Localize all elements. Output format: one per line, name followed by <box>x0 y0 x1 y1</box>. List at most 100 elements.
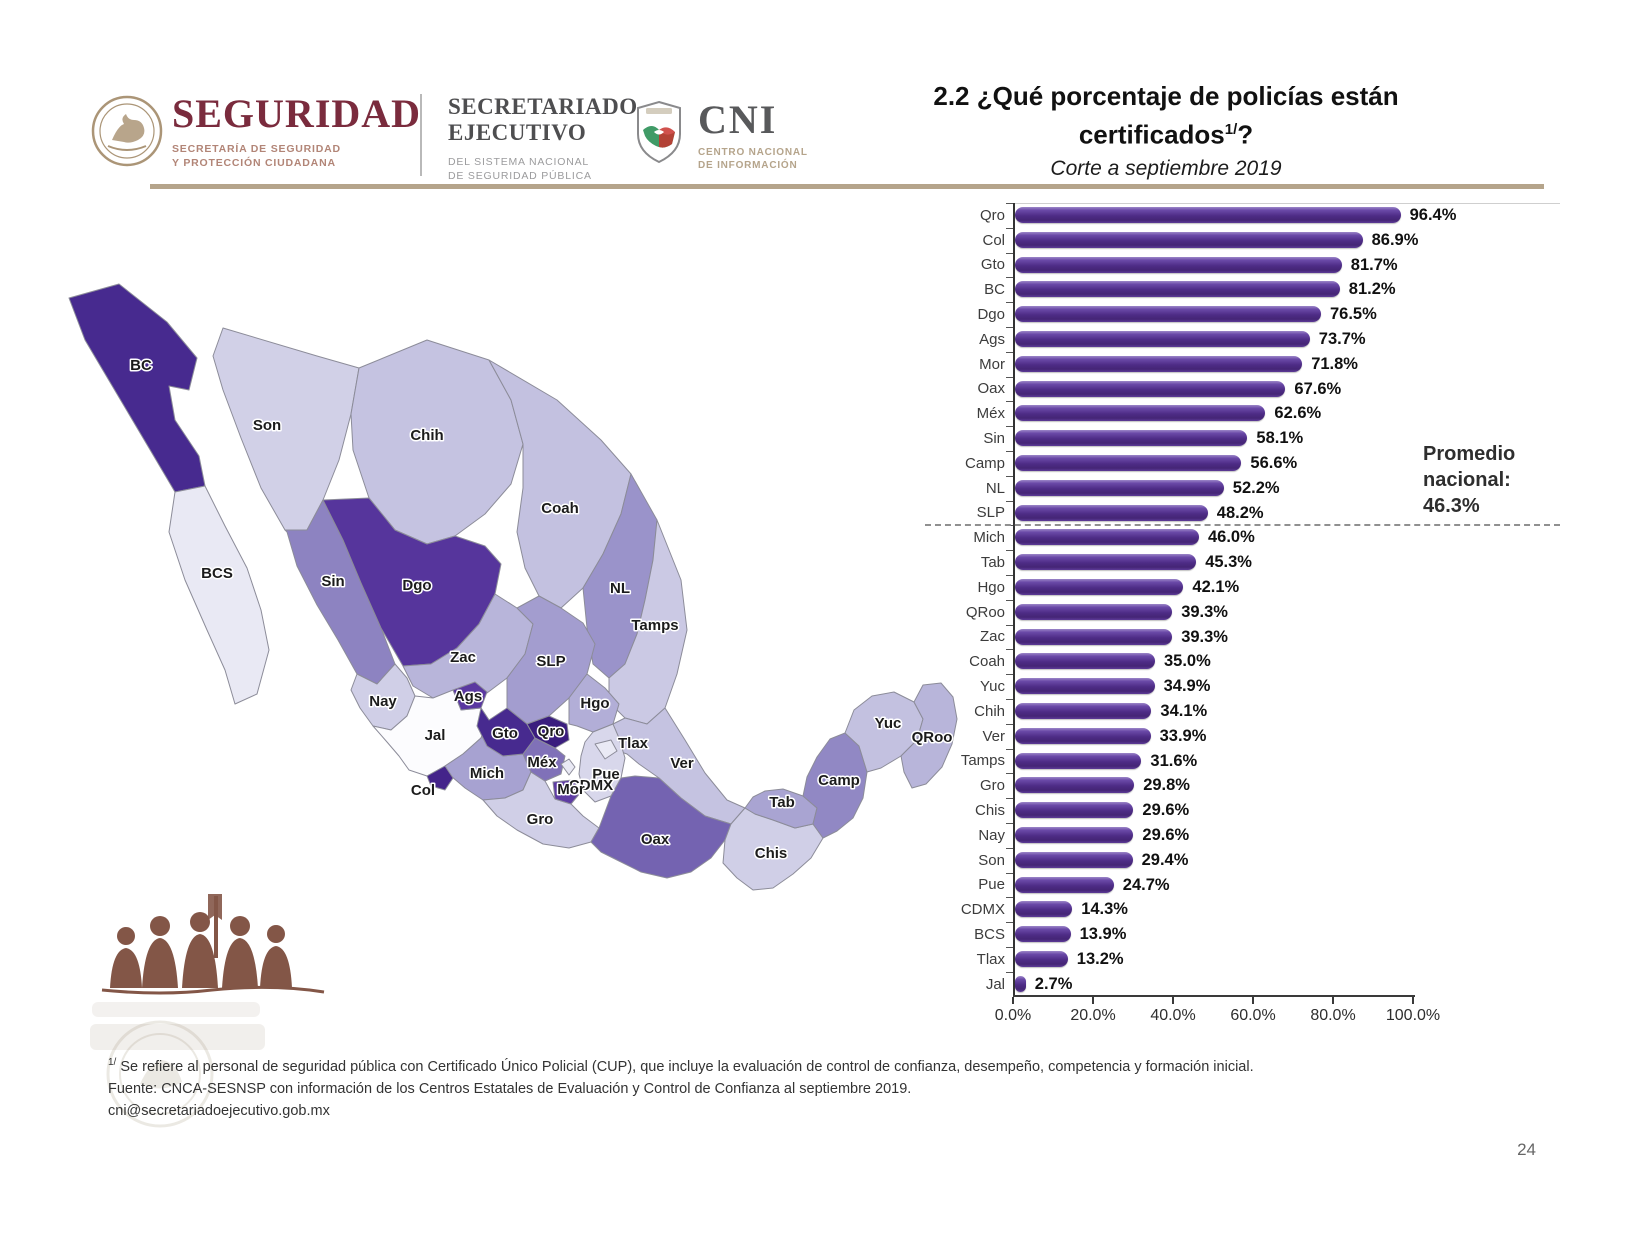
state-Gro <box>482 771 600 849</box>
bar-row-Qro: Qro 96.4% <box>925 203 1560 228</box>
bar-value-label: 39.3% <box>1181 627 1228 646</box>
state-label-Pue: Pue <box>592 766 620 783</box>
bar-value-label: 45.3% <box>1205 553 1252 572</box>
state-label-Camp: Camp <box>818 772 860 789</box>
bar-row-Nay: Nay 29.6% <box>925 822 1560 848</box>
bar <box>1015 578 1184 595</box>
bar-row-SLP: SLP 48.2% <box>925 500 1560 526</box>
bar-track: 14.3% <box>1013 897 1415 923</box>
bar-track: 45.3% <box>1013 550 1415 575</box>
state-label-CDMX: CDMX <box>569 777 613 794</box>
bar-category-label: Sin <box>983 430 1005 448</box>
bar-row-Méx: Méx 62.6% <box>925 401 1560 427</box>
bar-track: 29.4% <box>1013 847 1415 873</box>
bar-category-label: Camp <box>964 454 1005 472</box>
bar-category-label: Gro <box>979 777 1005 795</box>
faded-watermark-text <box>92 1002 260 1017</box>
bar-row-Pue: Pue 24.7% <box>925 872 1560 898</box>
bar <box>1015 405 1266 422</box>
x-axis: 0.0% 20.0% 40.0% 60.0% 80.0% 100.0% <box>995 996 1440 1031</box>
bar-value-label: 34.1% <box>1160 701 1208 720</box>
bar-value-label: 29.8% <box>1143 776 1190 795</box>
bar-track: 39.3% <box>1013 599 1415 625</box>
state-label-Méx: Méx <box>527 754 557 771</box>
bar-row-Mor: Mor 71.8% <box>925 351 1560 377</box>
state-Tlax <box>594 739 618 760</box>
bar-category-label: NL <box>985 479 1005 497</box>
bar-track: 34.9% <box>1013 674 1415 699</box>
bar-value-label: 62.6% <box>1274 404 1322 423</box>
bar-row-Gto: Gto 81.7% <box>925 252 1560 278</box>
bar <box>1015 727 1151 744</box>
bar-track: 67.6% <box>1013 376 1415 402</box>
bar-track: 2.7% <box>1013 971 1415 997</box>
bar-category-label: Ags <box>979 330 1005 348</box>
bar-value-label: 96.4% <box>1409 206 1457 224</box>
bar-row-Tlax: Tlax 13.2% <box>925 946 1560 972</box>
mexico-eagle-seal-icon <box>91 95 163 167</box>
bar-category-label: SLP <box>976 504 1005 522</box>
bar <box>1015 207 1401 223</box>
state-Camp <box>802 732 868 839</box>
bar-track: 76.5% <box>1013 302 1415 327</box>
bar-track: 13.9% <box>1013 922 1415 947</box>
bar <box>1015 355 1303 372</box>
cni-shield-icon <box>637 100 681 164</box>
bar <box>1015 777 1135 794</box>
bar <box>1015 926 1071 943</box>
x-axis-tick-label: 20.0% <box>1070 1006 1116 1024</box>
header-divider <box>420 94 422 176</box>
bar-value-label: 73.7% <box>1318 329 1366 348</box>
bar <box>1015 901 1073 918</box>
bar-track: 56.6% <box>1013 450 1415 476</box>
bar-track: 29.6% <box>1013 822 1415 848</box>
bar-row-Chis: Chis 29.6% <box>925 798 1560 823</box>
state-label-NL: NL <box>610 580 630 597</box>
bar-category-label: Ver <box>982 727 1005 745</box>
bar-row-Zac: Zac 39.3% <box>925 624 1560 650</box>
bar-value-label: 29.4% <box>1141 850 1189 869</box>
x-axis-tick <box>1092 996 1094 1004</box>
bar <box>1015 975 1026 992</box>
bar-category-label: Hgo <box>977 578 1005 596</box>
state-label-Hgo: Hgo <box>580 695 609 712</box>
bar-category-label: Chis <box>974 802 1005 820</box>
state-Pue <box>578 723 626 803</box>
bar-value-label: 71.8% <box>1311 354 1358 373</box>
bar <box>1015 479 1224 496</box>
bar <box>1015 653 1155 670</box>
state-label-QRoo: QRoo <box>912 729 953 746</box>
bar-category-label: Mich <box>973 529 1005 547</box>
bar <box>1015 306 1321 323</box>
bar-category-label: Tab <box>980 554 1005 572</box>
bar-row-BCS: BCS 13.9% <box>925 922 1560 947</box>
bar-category-label: Chih <box>974 702 1005 720</box>
mexico-choropleth-map: BC BCS Son Chih Coah NL Tamps Sin Dgo Zac SLP Nay Ja… <box>55 278 975 1020</box>
bar-row-Coah: Coah 35.0% <box>925 649 1560 675</box>
seguridad-sub2: Y PROTECCIÓN CIUDADANA <box>172 157 336 169</box>
bar-track: 35.0% <box>1013 649 1415 675</box>
bar <box>1015 231 1363 248</box>
bar-row-Son: Son 29.4% <box>925 847 1560 873</box>
bar-value-label: 35.0% <box>1164 652 1211 671</box>
bar-value-label: 42.1% <box>1192 577 1240 596</box>
state-label-Yuc: Yuc <box>875 715 902 732</box>
bar-category-label: Tamps <box>960 752 1005 770</box>
bar <box>1015 330 1310 347</box>
bar-row-CDMX: CDMX 14.3% <box>925 897 1560 923</box>
state-Mor <box>552 779 582 805</box>
bar <box>1015 430 1248 447</box>
bar <box>1015 281 1340 298</box>
x-axis-tick-label: 80.0% <box>1310 1006 1356 1024</box>
footnote: 1/ Se refiere al personal de seguridad p… <box>108 1052 1528 1122</box>
bar-value-label: 14.3% <box>1081 900 1128 919</box>
bar <box>1015 628 1173 645</box>
header-rule <box>150 184 1544 189</box>
bar-row-Tab: Tab 45.3% <box>925 550 1560 575</box>
state-label-Son: Son <box>253 417 281 434</box>
bar-row-Mich: Mich 46.0% <box>925 525 1560 551</box>
title-footnote-marker: 1/ <box>1224 121 1238 138</box>
state-label-Tamps: Tamps <box>631 617 678 634</box>
bar-track: 34.1% <box>1013 698 1415 724</box>
state-label-Chih: Chih <box>410 427 443 444</box>
